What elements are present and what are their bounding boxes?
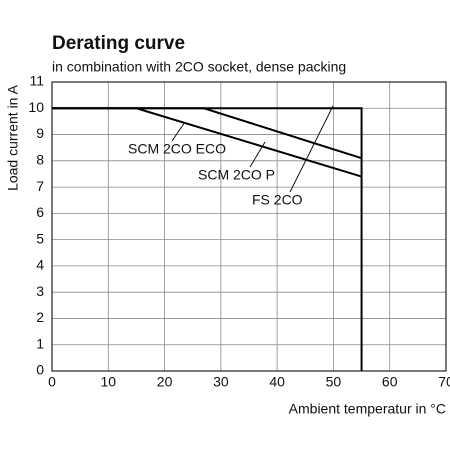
x-tick-label: 60 <box>382 374 398 390</box>
y-tick-label: 3 <box>36 283 44 299</box>
label-leader <box>249 141 266 168</box>
series-line <box>52 107 363 371</box>
series-label: FS 2CO <box>252 192 303 208</box>
y-tick-label: 1 <box>36 335 44 351</box>
series-label: SCM 2CO ECO <box>128 141 226 157</box>
chart-title: Derating curve <box>52 33 185 54</box>
chart-subtitle: in combination with 2CO socket, dense pa… <box>52 59 346 75</box>
y-tick-label: 9 <box>36 125 44 141</box>
x-tick-label: 40 <box>269 374 285 390</box>
x-axis-label: Ambient temperatur in °C <box>289 401 446 417</box>
x-tick-label: 20 <box>157 374 173 390</box>
plot-frame <box>51 81 447 372</box>
x-tick-label: 70 <box>438 374 450 390</box>
y-tick-label: 0 <box>36 362 44 378</box>
y-tick-label: 10 <box>28 99 44 115</box>
y-tick-label: 6 <box>36 204 44 220</box>
y-tick-label: 7 <box>36 178 44 194</box>
y-tick-label: 11 <box>29 73 44 89</box>
y-tick-label: 2 <box>36 309 44 325</box>
y-axis-label: Load current in A <box>5 84 21 191</box>
y-tick-label: 8 <box>36 152 44 168</box>
y-tick-label: 5 <box>36 230 44 246</box>
x-tick-label: 30 <box>213 374 229 390</box>
x-tick-label: 10 <box>100 374 116 390</box>
label-leader <box>171 121 186 142</box>
label-leader <box>289 105 334 193</box>
x-tick-label: 50 <box>326 374 342 390</box>
y-tick-label: 4 <box>36 257 44 273</box>
series-label: SCM 2CO P <box>198 167 275 183</box>
x-tick-label: 0 <box>48 374 56 390</box>
